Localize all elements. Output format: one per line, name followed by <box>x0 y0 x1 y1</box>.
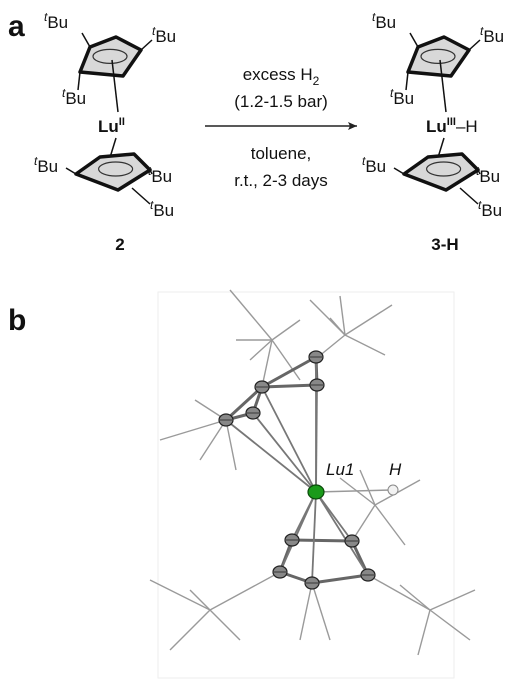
wire <box>210 572 280 610</box>
bond <box>66 168 76 174</box>
wire <box>418 610 430 655</box>
bond <box>469 40 480 50</box>
cp-ring <box>408 37 469 76</box>
panel-label: b <box>8 304 26 337</box>
ring-bond <box>312 575 368 583</box>
bond <box>406 72 408 90</box>
substituent: tBu <box>362 154 386 176</box>
bond <box>78 72 80 90</box>
substituent: tBu <box>152 24 176 46</box>
substituent: tBu <box>148 164 172 186</box>
cp-ring <box>76 154 150 190</box>
oxidation-state: III <box>447 116 456 128</box>
wire <box>345 305 392 335</box>
substituent-group: Bu <box>365 157 386 176</box>
substituent: tBu <box>478 198 502 220</box>
metal: LuII <box>98 116 125 136</box>
reagent: excess H2 <box>243 65 320 88</box>
wire <box>170 610 210 650</box>
substituent-group: Bu <box>375 13 396 32</box>
substituent: tBu <box>480 24 504 46</box>
substituent: tBu <box>150 198 174 220</box>
panel-label: a <box>8 10 25 43</box>
substituent: tBu <box>476 164 500 186</box>
oxidation-state: II <box>119 116 125 128</box>
wire <box>368 575 430 610</box>
hydride-label: H <box>389 460 402 479</box>
wire <box>400 585 430 610</box>
substituent: tBu <box>44 10 68 32</box>
wire <box>300 583 312 640</box>
wire <box>375 505 405 545</box>
substituent-group: Bu <box>155 27 176 46</box>
time: r.t., 2-3 days <box>234 171 328 190</box>
bond <box>82 33 90 47</box>
metal: LuIII–H <box>426 116 478 136</box>
hydride-bond <box>316 490 392 492</box>
wire <box>430 610 470 640</box>
reagent-text: excess H <box>243 65 313 84</box>
wire <box>160 420 226 440</box>
metal-symbol: Lu <box>98 117 119 136</box>
h-atom <box>388 485 398 495</box>
hydride: –H <box>456 117 478 136</box>
wire <box>430 590 475 610</box>
wire <box>345 335 385 355</box>
wire <box>310 300 345 335</box>
wire <box>272 320 300 340</box>
wire <box>150 580 210 610</box>
compound-label: 3-H <box>431 235 458 254</box>
page: body{margin:0;background:#fff;font-famil… <box>0 0 518 679</box>
wire <box>190 590 210 610</box>
metal-label: Lu1 <box>326 460 354 479</box>
metal-bond <box>280 492 316 572</box>
bond <box>132 188 150 204</box>
substituent-group: Bu <box>65 89 86 108</box>
bond <box>460 188 478 204</box>
metal-bond <box>226 420 316 492</box>
wire <box>230 290 272 340</box>
pressure: (1.2-1.5 bar) <box>234 92 328 111</box>
substituent-group: Bu <box>483 27 504 46</box>
metal-bond <box>253 413 316 492</box>
substituent-group: Bu <box>479 167 500 186</box>
compound-label: 2 <box>115 235 124 254</box>
substituent-group: Bu <box>481 201 502 220</box>
substituent: tBu <box>372 10 396 32</box>
wire <box>210 610 240 640</box>
ring-bond <box>262 385 317 387</box>
substituent-group: Bu <box>153 201 174 220</box>
metal-bond <box>316 385 317 492</box>
ring-bond <box>262 357 316 387</box>
cp-ring <box>80 37 141 76</box>
cp-ring <box>404 154 478 190</box>
substituent-group: Bu <box>37 157 58 176</box>
lu-atom <box>308 485 324 499</box>
reagent-subscript: 2 <box>313 74 320 88</box>
body: {"panel_labels":["a","b"], "scheme":{ "s… <box>0 0 518 679</box>
metal-bond <box>316 492 368 575</box>
substituent: tBu <box>34 154 58 176</box>
substituent: tBu <box>62 86 86 108</box>
metal-bond <box>262 387 316 492</box>
wire <box>312 583 330 640</box>
bond <box>410 33 418 47</box>
bond <box>141 40 152 50</box>
substituent-group: Bu <box>393 89 414 108</box>
substituent-group: Bu <box>47 13 68 32</box>
bond <box>394 168 404 174</box>
metal-bond <box>312 492 316 583</box>
substituent: tBu <box>390 86 414 108</box>
metal-symbol: Lu <box>426 117 447 136</box>
figure: a b excess H2 (1.2-1.5 bar) toluene, r.t… <box>0 0 518 679</box>
ring-bond <box>292 540 352 541</box>
solvent: toluene, <box>251 144 312 163</box>
substituent-group: Bu <box>151 167 172 186</box>
